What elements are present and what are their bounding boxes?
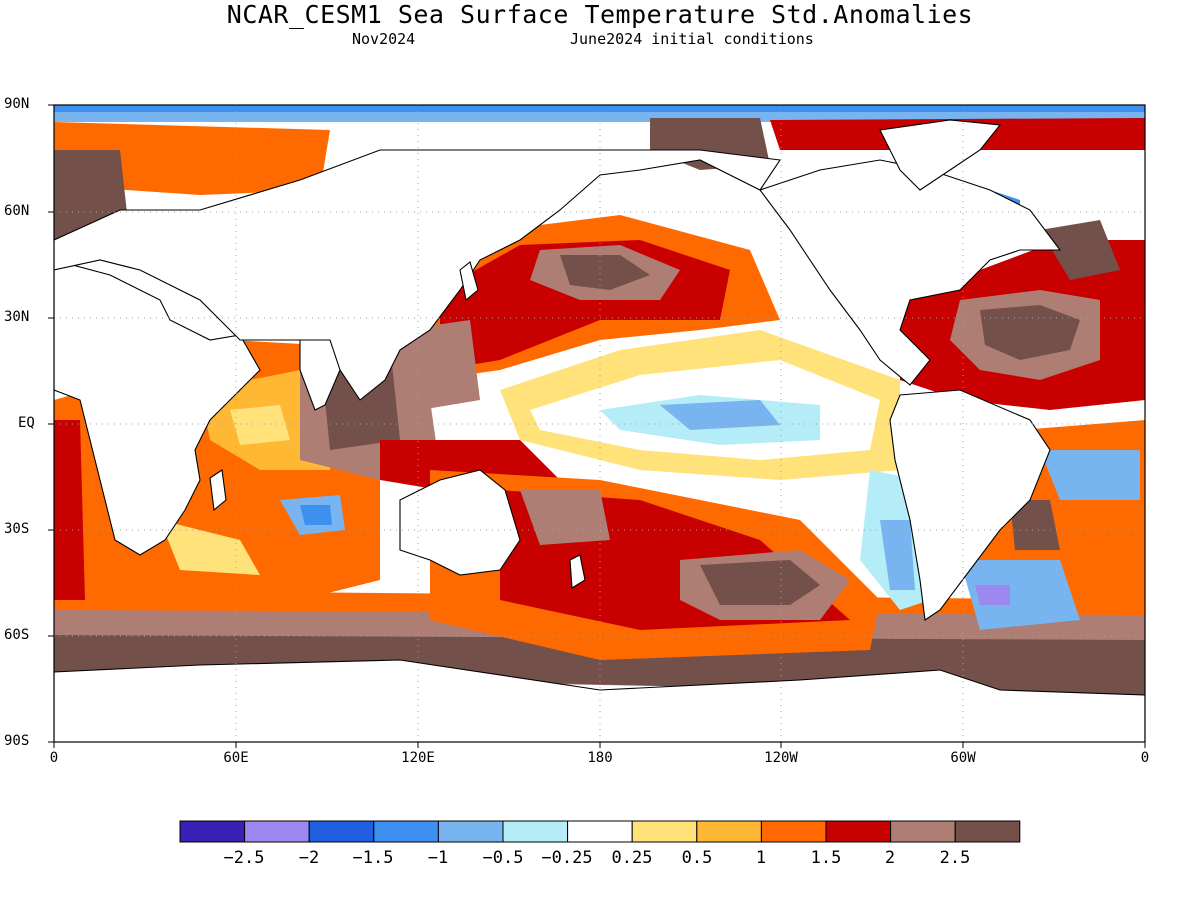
colorbar-swatch [954, 820, 1021, 843]
colorbar-swatch [890, 820, 956, 843]
axis-ticks [48, 104, 1146, 748]
init-conditions-label: June2024 initial conditions [570, 30, 814, 48]
eurasia [54, 149, 781, 401]
colorbar-label: −1.5 [352, 848, 394, 868]
map-plot-area [54, 105, 1145, 742]
colorbar-swatch [631, 820, 698, 843]
colorbar-label: 1.5 [810, 848, 842, 868]
colorbar-label: −2 [298, 848, 320, 868]
colorbar-swatch [437, 820, 504, 843]
australia [399, 469, 521, 576]
colorbar-label: 0.25 [611, 848, 653, 868]
lon-label-120w: 120W [764, 750, 798, 766]
south-pacific-warm-blob [700, 560, 820, 605]
colorbar-label: −0.25 [541, 848, 593, 868]
north-atlantic-warm-blob [980, 305, 1080, 360]
graticule [54, 105, 1145, 742]
colorbar-label: −1 [427, 848, 449, 868]
lat-label-90n: 90N [4, 96, 30, 112]
lat-label-60s: 60S [4, 627, 30, 643]
colorbar-swatch [244, 820, 310, 843]
greenland [879, 119, 1002, 191]
lon-label-180: 180 [587, 750, 613, 766]
colorbar-swatch [502, 820, 569, 843]
lon-label-0-right: 0 [1140, 750, 1150, 766]
colorbar-label: 2.5 [939, 848, 971, 868]
colorbar-swatch [308, 820, 375, 843]
japan [459, 261, 479, 302]
new-zealand [569, 554, 586, 589]
colorbar-swatch [696, 820, 762, 843]
colorbar-label: 2 [884, 848, 896, 868]
lon-label-120e: 120E [401, 750, 435, 766]
colorbar-swatch [179, 820, 246, 843]
land-masses [54, 119, 1145, 742]
lat-label-30s: 30S [4, 521, 30, 537]
valid-month-label: Nov2024 [352, 30, 416, 48]
map-title: NCAR_CESM1 Sea Surface Temperature Std.A… [226, 0, 974, 29]
colorbar-label: 0.5 [681, 848, 713, 868]
colorbar [179, 820, 1021, 843]
lon-label-0-left: 0 [49, 750, 59, 766]
africa [54, 259, 261, 556]
colorbar-label: 1 [755, 848, 767, 868]
south-america [889, 389, 1051, 621]
lat-label-90s: 90S [4, 733, 30, 749]
colorbar-swatch [373, 820, 439, 843]
colorbar-label: −2.5 [223, 848, 265, 868]
madagascar [209, 469, 227, 512]
colorbar-label: −0.5 [482, 848, 524, 868]
lon-label-60w: 60W [950, 750, 976, 766]
lon-label-60e: 60E [223, 750, 249, 766]
colorbar-swatch [825, 820, 892, 843]
lat-label-eq: EQ [18, 415, 35, 431]
antarctica [54, 659, 1145, 742]
colorbar-swatch [760, 820, 827, 843]
colorbar-swatch [567, 820, 633, 843]
india [299, 339, 341, 411]
lat-label-60n: 60N [4, 203, 30, 219]
lat-label-30n: 30N [4, 309, 30, 325]
